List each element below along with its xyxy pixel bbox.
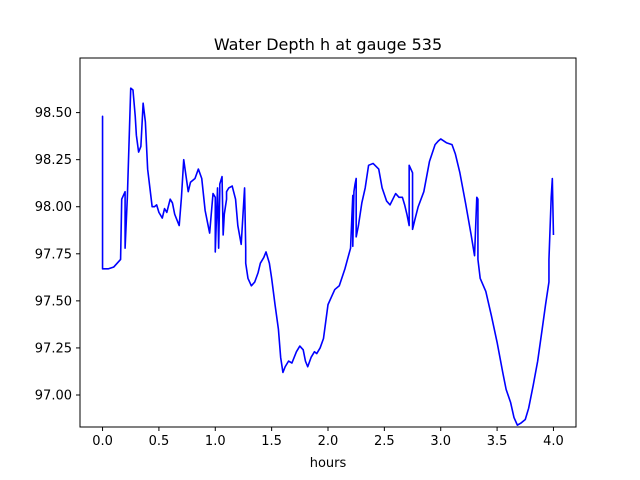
chart-title: Water Depth h at gauge 535 — [214, 35, 442, 54]
series-layer — [101, 87, 555, 426]
x-tick-label: 2.5 — [374, 434, 395, 449]
y-tick-label: 97.25 — [35, 341, 72, 356]
y-tick-label: 97.50 — [35, 294, 72, 309]
x-tick-label: 0.5 — [149, 434, 170, 449]
x-axis: 0.0 0.5 1.0 1.5 2.0 2.5 3.0 3.5 4.0 — [92, 427, 564, 449]
x-tick-label: 2.0 — [318, 434, 339, 449]
y-tick-label: 98.25 — [35, 153, 72, 168]
y-tick-label: 98.00 — [35, 200, 72, 215]
x-tick-label: 1.5 — [261, 434, 282, 449]
y-tick-label: 97.00 — [35, 388, 72, 403]
x-tick-label: 1.0 — [205, 434, 226, 449]
y-tick-label: 97.75 — [35, 247, 72, 262]
y-tick-label: 98.50 — [35, 106, 72, 121]
series-line-0 — [101, 87, 555, 426]
x-tick-label: 3.0 — [430, 434, 451, 449]
x-tick-label: 4.0 — [543, 434, 564, 449]
x-tick-label: 3.5 — [487, 434, 508, 449]
y-axis: 97.00 97.25 97.50 97.75 98.00 98.25 98.50 — [35, 106, 80, 403]
x-tick-label: 0.0 — [92, 434, 113, 449]
x-axis-label: hours — [310, 456, 347, 471]
